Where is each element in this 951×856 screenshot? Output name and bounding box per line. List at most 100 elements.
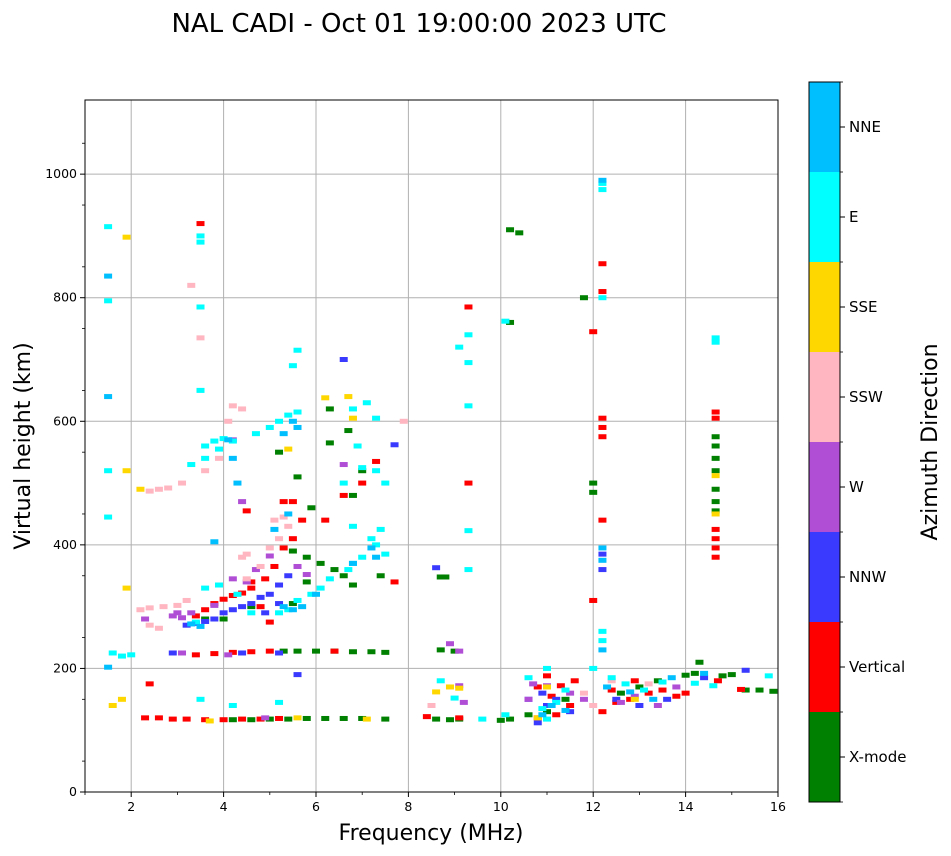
data-point <box>344 567 353 573</box>
x-tick-label: 2 <box>127 799 135 814</box>
data-point <box>501 712 510 718</box>
data-point <box>201 443 210 449</box>
colorbar-tick-label: W <box>849 478 864 496</box>
data-point <box>635 703 644 708</box>
data-point <box>321 395 330 401</box>
data-point <box>182 622 191 628</box>
data-point <box>561 687 570 693</box>
data-point <box>399 418 408 424</box>
data-point <box>293 563 302 569</box>
data-point <box>330 567 339 573</box>
data-point <box>635 684 644 690</box>
data-point <box>219 610 228 616</box>
series-w <box>141 437 681 721</box>
data-point <box>464 480 473 486</box>
data-point <box>607 675 616 681</box>
data-point <box>381 716 390 722</box>
data-point <box>316 585 325 591</box>
chart-title: NAL CADI - Oct 01 19:00:00 2023 UTC <box>171 9 666 39</box>
data-point <box>196 623 205 629</box>
data-point <box>228 649 237 655</box>
colorbar-segment-e <box>809 172 840 262</box>
data-point <box>616 699 625 705</box>
data-point <box>598 434 607 440</box>
x-axis-label: Frequency (MHz) <box>339 821 524 846</box>
y-tick-label: 600 <box>53 413 77 428</box>
data-point <box>275 650 284 656</box>
data-point <box>256 604 265 610</box>
data-point <box>556 683 565 689</box>
data-point <box>284 446 293 452</box>
data-point <box>312 648 320 654</box>
data-point <box>344 394 353 400</box>
data-point <box>136 607 145 613</box>
data-point <box>173 602 182 608</box>
data-point <box>141 715 150 721</box>
data-point <box>117 653 126 659</box>
data-point <box>672 693 681 699</box>
colorbar-segment-vertical <box>809 622 840 712</box>
data-point <box>390 442 399 448</box>
data-point <box>178 615 187 621</box>
data-point <box>598 545 607 551</box>
data-point <box>598 295 607 301</box>
data-point <box>372 415 381 421</box>
data-point <box>358 468 367 474</box>
data-point <box>700 675 709 681</box>
data-point <box>538 706 547 712</box>
data-point <box>122 585 131 591</box>
data-point <box>653 703 662 708</box>
data-point <box>302 579 311 585</box>
data-point <box>598 517 607 523</box>
data-point <box>275 610 284 616</box>
data-point <box>265 716 274 722</box>
data-point <box>709 683 718 689</box>
data-point <box>339 462 348 468</box>
data-point <box>711 415 720 421</box>
y-axis-label: Virtual height (km) <box>11 342 36 549</box>
data-point <box>293 648 302 654</box>
colorbar-frame <box>808 81 841 803</box>
data-point <box>224 418 233 424</box>
data-point <box>321 715 330 721</box>
data-point <box>275 715 284 721</box>
data-point <box>711 339 720 345</box>
data-point <box>543 673 551 679</box>
data-point <box>348 492 357 498</box>
data-point <box>672 684 681 690</box>
data-point <box>566 709 575 715</box>
data-point <box>293 715 302 721</box>
data-point <box>755 687 764 693</box>
data-point <box>104 664 113 670</box>
data-point <box>362 716 371 722</box>
data-point <box>552 712 561 718</box>
data-point <box>302 572 311 578</box>
data-point <box>247 579 256 585</box>
data-point <box>238 406 247 412</box>
data-point <box>533 684 542 690</box>
data-point <box>339 715 348 721</box>
data-point <box>104 394 113 400</box>
data-point <box>224 437 233 443</box>
data-point <box>219 596 228 602</box>
data-point <box>293 672 302 678</box>
data-point <box>275 418 284 424</box>
data-point <box>681 690 690 696</box>
data-point <box>108 703 117 708</box>
data-point <box>219 436 228 442</box>
data-point <box>228 607 237 613</box>
data-point <box>653 678 662 684</box>
data-point <box>552 696 561 702</box>
data-point <box>247 604 256 610</box>
data-point <box>270 563 279 569</box>
data-point <box>293 474 302 480</box>
data-point <box>247 649 256 655</box>
data-point <box>164 485 173 491</box>
data-point <box>251 567 260 573</box>
data-point <box>154 486 163 492</box>
data-point <box>279 514 288 520</box>
data-point <box>547 693 556 699</box>
data-point <box>607 678 616 684</box>
data-point <box>422 714 431 720</box>
colorbar-segment-nne <box>809 82 840 172</box>
